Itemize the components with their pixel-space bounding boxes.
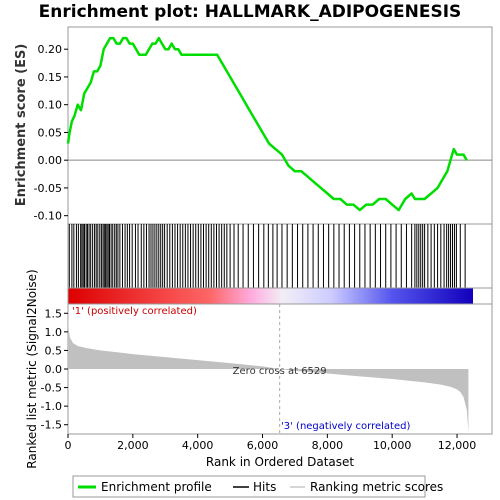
es-y-axis-label: Enrichment score (ES) <box>14 44 29 207</box>
rank-y-tick-label: 1.5 <box>45 307 63 320</box>
x-tick-label: 10,000 <box>373 439 412 452</box>
rank-x-ticks: 0 2,000 4,000 6,000 8,000 10,000 12,000 <box>65 434 477 452</box>
hits-panel <box>67 223 493 289</box>
rank-y-tick-label: -1.5 <box>41 419 62 432</box>
rank-y-tick-label: -1.0 <box>41 400 62 413</box>
legend-ranking-label: Ranking metric scores <box>310 480 443 494</box>
x-axis-label: Rank in Ordered Dataset <box>206 455 354 469</box>
zero-cross-label: Zero cross at 6529 <box>233 366 327 377</box>
x-tick-label: 8,000 <box>312 439 344 452</box>
es-y-tick-label: 0.20 <box>38 43 63 56</box>
rank-color-bar <box>68 288 473 304</box>
es-y-tick-label: 0.05 <box>38 126 63 139</box>
legend-hits-label: Hits <box>253 480 276 494</box>
hit-markers <box>68 224 466 288</box>
ranked-metric-area <box>68 309 469 433</box>
es-y-tick-label: -0.10 <box>34 210 62 223</box>
es-y-tick-label: -0.05 <box>34 182 62 195</box>
negative-correlation-label: '3' (negatively correlated) <box>281 421 410 432</box>
rank-y-tick-label: -0.5 <box>41 382 62 395</box>
es-y-tick-label: 0.15 <box>38 71 63 84</box>
rank-y-tick-label: 0.0 <box>45 363 63 376</box>
rank-y-axis-label: Ranked list metric (Signal2Noise) <box>25 269 39 468</box>
es-plot-area <box>67 26 493 225</box>
x-tick-label: 0 <box>65 439 72 452</box>
x-tick-label: 4,000 <box>182 439 214 452</box>
x-tick-label: 12,000 <box>438 439 477 452</box>
es-y-ticks: -0.10 -0.05 0.00 0.05 0.10 0.15 0.20 <box>34 43 68 223</box>
rank-y-tick-label: 0.5 <box>45 344 63 357</box>
x-tick-label: 6,000 <box>247 439 279 452</box>
rank-y-tick-label: 1.0 <box>45 326 63 339</box>
rank-y-ticks: -1.5 -1.0 -0.5 0.0 0.5 1.0 1.5 <box>41 307 68 432</box>
es-y-tick-label: 0.10 <box>38 99 63 112</box>
es-y-tick-label: 0.00 <box>38 154 63 167</box>
legend-enrichment-label: Enrichment profile <box>101 480 212 494</box>
enrichment-profile-line <box>66 36 468 212</box>
positive-correlation-label: '1' (positively correlated) <box>72 306 197 317</box>
x-tick-label: 2,000 <box>117 439 149 452</box>
chart-title: Enrichment plot: HALLMARK_ADIPOGENESIS <box>39 2 462 22</box>
